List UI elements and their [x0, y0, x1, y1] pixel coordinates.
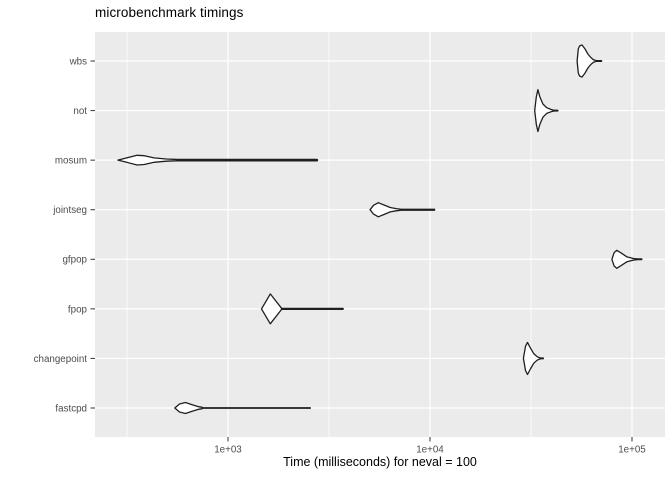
- y-tick-label-fpop: fpop: [68, 304, 88, 315]
- violin-not: [534, 89, 556, 133]
- violin-jointseg: [369, 202, 401, 218]
- y-tick-label-gfpop: gfpop: [62, 255, 87, 266]
- y-tick-label-fastcpd: fastcpd: [55, 403, 87, 414]
- x-axis-title: Time (milliseconds) for neval = 100: [283, 455, 477, 469]
- x-tick-label-1e+04: 1e+04: [416, 445, 444, 456]
- y-tick-label-not: not: [73, 106, 87, 117]
- violin-gfpop: [611, 249, 639, 269]
- chart-title: microbenchmark timings: [95, 5, 244, 20]
- y-tick-label-jointseg: jointseg: [52, 205, 87, 216]
- panel-background: [95, 32, 665, 437]
- violin-fastcpd: [174, 401, 203, 415]
- y-tick-label-wbs: wbs: [69, 56, 88, 67]
- violin-wbs: [576, 44, 600, 78]
- violin-changepoint: [522, 341, 541, 376]
- x-tick-label-1e+05: 1e+05: [618, 445, 646, 456]
- x-tick-label-1e+03: 1e+03: [214, 445, 242, 456]
- violin-mosum: [117, 154, 177, 166]
- y-tick-label-mosum: mosum: [55, 156, 87, 167]
- y-tick-label-changepoint: changepoint: [34, 354, 88, 365]
- violin-fpop: [260, 293, 283, 325]
